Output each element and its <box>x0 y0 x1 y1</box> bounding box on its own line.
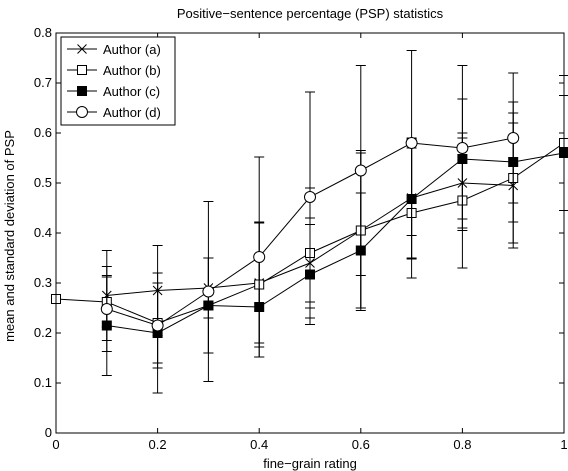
y-tick-label: 0.5 <box>34 175 52 190</box>
y-tick-label: 0.6 <box>34 125 52 140</box>
data-point <box>202 285 215 298</box>
y-tick-label: 0.7 <box>34 75 52 90</box>
chart-title: Positive−sentence percentage (PSP) stati… <box>177 6 444 21</box>
y-tick-label: 0.1 <box>34 375 52 390</box>
y-tick-label: 0 <box>45 425 52 440</box>
x-tick-label: 0 <box>52 437 59 452</box>
y-tick-label: 0.4 <box>34 225 52 240</box>
y-tick-label: 0.2 <box>34 325 52 340</box>
legend-entry: Author (d) <box>67 105 161 120</box>
data-point <box>253 251 266 263</box>
x-tick-label: 0.2 <box>149 437 167 452</box>
series-3 <box>101 95 568 394</box>
legend-marker <box>76 106 88 118</box>
x-tick-label: 1 <box>560 437 567 452</box>
legend-entry: Author (a) <box>67 42 161 57</box>
axes: 0 0.2 0.4 0.6 0.8 1 0 0.1 0.2 0.3 0.4 0.5 0.6 0.7 0.8 <box>34 25 568 452</box>
legend-marker <box>77 65 87 75</box>
legend-label: Author (b) <box>103 63 161 78</box>
y-tick-label: 0.8 <box>34 25 52 40</box>
legend-label: Author (c) <box>103 84 160 99</box>
data-point <box>456 142 469 154</box>
legend-entry: Author (c) <box>67 84 160 99</box>
x-tick-label: 0.4 <box>250 437 268 452</box>
legend-marker <box>77 86 87 96</box>
y-tick-label: 0.3 <box>34 275 52 290</box>
x-tick-label: 0.8 <box>453 437 471 452</box>
x-tick-label: 0.6 <box>352 437 370 452</box>
data-point <box>304 191 316 203</box>
legend: Author (a) Author (b) Author (c) Author (d) <box>60 36 176 126</box>
legend-entry: Author (b) <box>67 63 161 78</box>
series-line <box>106 152 565 334</box>
x-axis-title: fine−grain rating <box>263 456 357 471</box>
y-axis-title: mean and standard deviation of PSP <box>2 130 17 342</box>
data-point <box>354 164 367 177</box>
data-point <box>507 132 520 144</box>
series-4 <box>100 50 520 382</box>
legend-label: Author (a) <box>103 42 161 57</box>
plot-area <box>51 50 568 394</box>
legend-marker <box>77 44 87 54</box>
data-point <box>151 319 164 332</box>
legend-label: Author (d) <box>103 105 161 120</box>
data-point <box>405 137 418 149</box>
data-point <box>100 303 113 315</box>
